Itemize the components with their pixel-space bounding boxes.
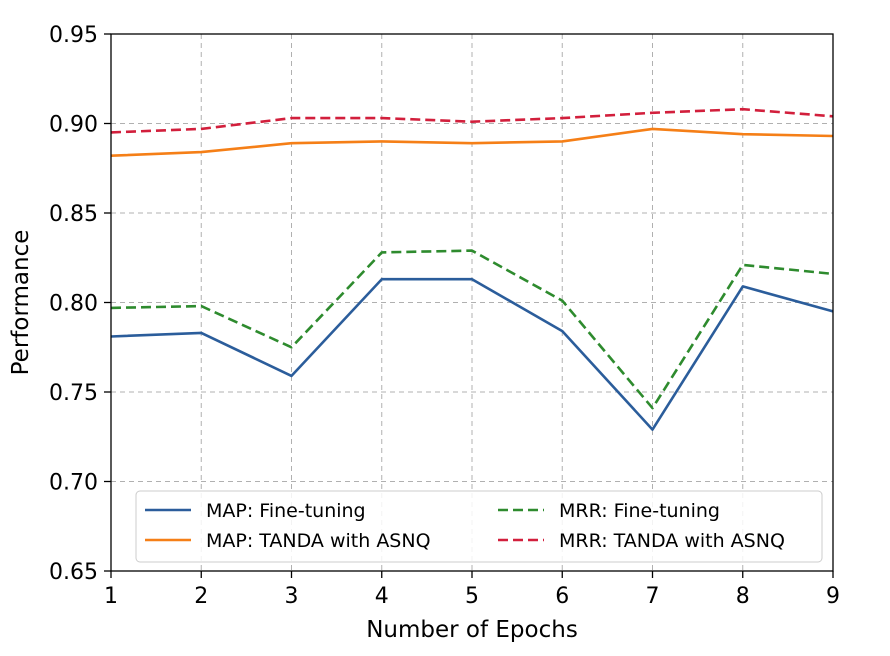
legend-label: MRR: Fine-tuning [559,500,720,522]
legend-label: MAP: TANDA with ASNQ [206,530,431,552]
series-line-map-fine-tuning [110,277,834,431]
legend: MAP: Fine-tuning MAP: TANDA with ASNQ MRR:… [135,490,823,563]
x-tick-label: 4 [375,584,389,609]
x-tick-label: 1 [104,584,118,609]
axis-ticks: 1 2 3 4 5 6 7 8 9 0.65 0.70 0.75 0.80 0.85 0.90 0.95 [49,23,840,609]
y-tick-label: 0.65 [49,560,98,585]
legend-box [135,490,823,563]
grid-lines [110,33,834,572]
x-tick-label: 6 [555,584,569,609]
x-axis-title: Number of Epochs [366,617,578,643]
y-tick-label: 0.75 [49,381,98,406]
x-tick-label: 2 [194,584,208,609]
series-lines [110,107,834,431]
y-tick-label: 0.90 [49,113,98,138]
y-tick-label: 0.95 [49,23,98,48]
legend-label: MRR: TANDA with ASNQ [559,530,785,552]
y-axis-title: Performance [8,230,34,376]
series-line-mrr-tanda-with-asnq [110,107,834,134]
y-tick-label: 0.70 [49,471,98,496]
y-tick-label: 0.85 [49,202,98,227]
legend-label: MAP: Fine-tuning [206,500,366,522]
series-line-map-tanda-with-asnq [110,127,834,157]
x-tick-label: 5 [465,584,479,609]
x-tick-label: 3 [285,584,299,609]
x-tick-label: 8 [736,584,750,609]
series-line-mrr-fine-tuning [110,249,834,410]
y-tick-label: 0.80 [49,292,98,317]
x-tick-label: 9 [826,584,840,609]
x-tick-label: 7 [646,584,660,609]
